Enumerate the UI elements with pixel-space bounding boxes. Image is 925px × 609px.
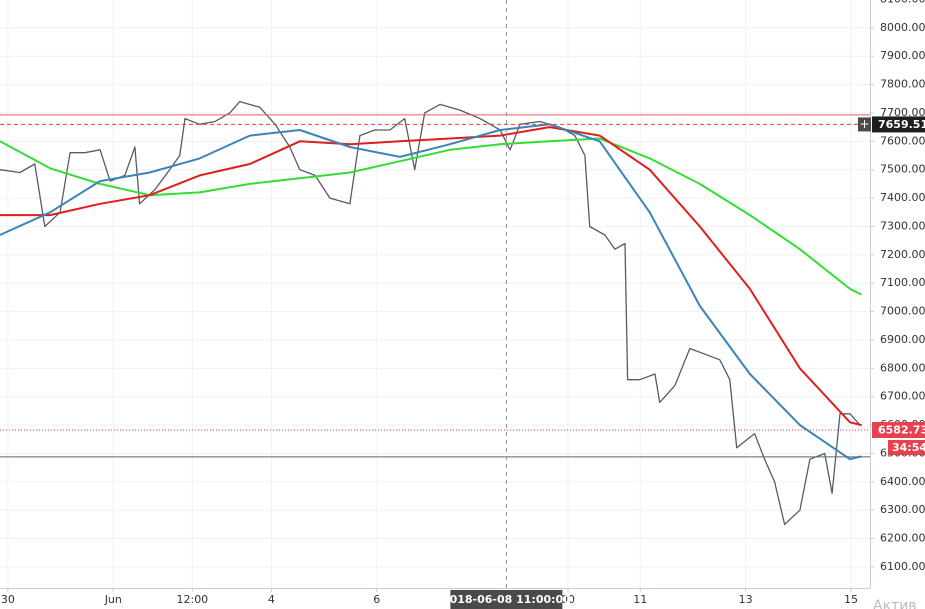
x-tick-label: 4 [268,593,275,606]
y-tick-label: 6300.00 [880,503,925,516]
y-tick-label: 6700.00 [880,390,925,403]
series-line [0,100,861,526]
countdown: 34:54 [892,441,925,454]
x-tick-label: 11 [633,593,647,606]
y-tick-label: 7100.00 [880,276,925,289]
y-tick-label: 7400.00 [880,191,925,204]
y-tick-label: 7500.00 [880,163,925,176]
series-line [0,123,862,461]
x-tick-label: 00 [561,593,575,606]
y-tick-label: 7900.00 [880,49,925,62]
price-label-box [872,116,925,133]
y-tick-label: 7300.00 [880,219,925,232]
y-tick-label: 8000.00 [880,21,925,34]
y-tick-label: 6200.00 [880,532,925,545]
y-tick-label: 7800.00 [880,78,925,91]
add-button-icon: + [859,117,869,131]
x-tick-label: 13 [739,593,753,606]
price-label-box [872,422,925,439]
y-tick-label: 7000.00 [880,305,925,318]
add-button [858,117,871,132]
crosshair-label: 2018-06-08 11:00:00 [442,593,571,606]
watermark: Актив [873,598,917,609]
y-tick-label: 8100.00 [880,0,925,5]
y-tick-label: 7600.00 [880,134,925,147]
x-tick-label: 30 [1,593,15,606]
y-tick-label: 6900.00 [880,333,925,346]
y-tick-label: 7700.00 [880,106,925,119]
crosshair-label-box [450,590,563,609]
y-tick-label: 6400.00 [880,475,925,488]
x-tick-label: 6 [373,593,380,606]
y-tick-label: 7200.00 [880,248,925,261]
series-line [0,126,862,427]
countdown-box [888,440,925,456]
x-tick-label: 15 [844,593,858,606]
x-tick-label: 12:00 [176,593,208,606]
price-label: 6582.73 [878,424,925,437]
price-label: 7659.51 [878,118,925,131]
y-tick-label: 6100.00 [880,560,925,573]
y-tick-label: 6800.00 [880,361,925,374]
x-tick-label: Jun [104,593,122,606]
